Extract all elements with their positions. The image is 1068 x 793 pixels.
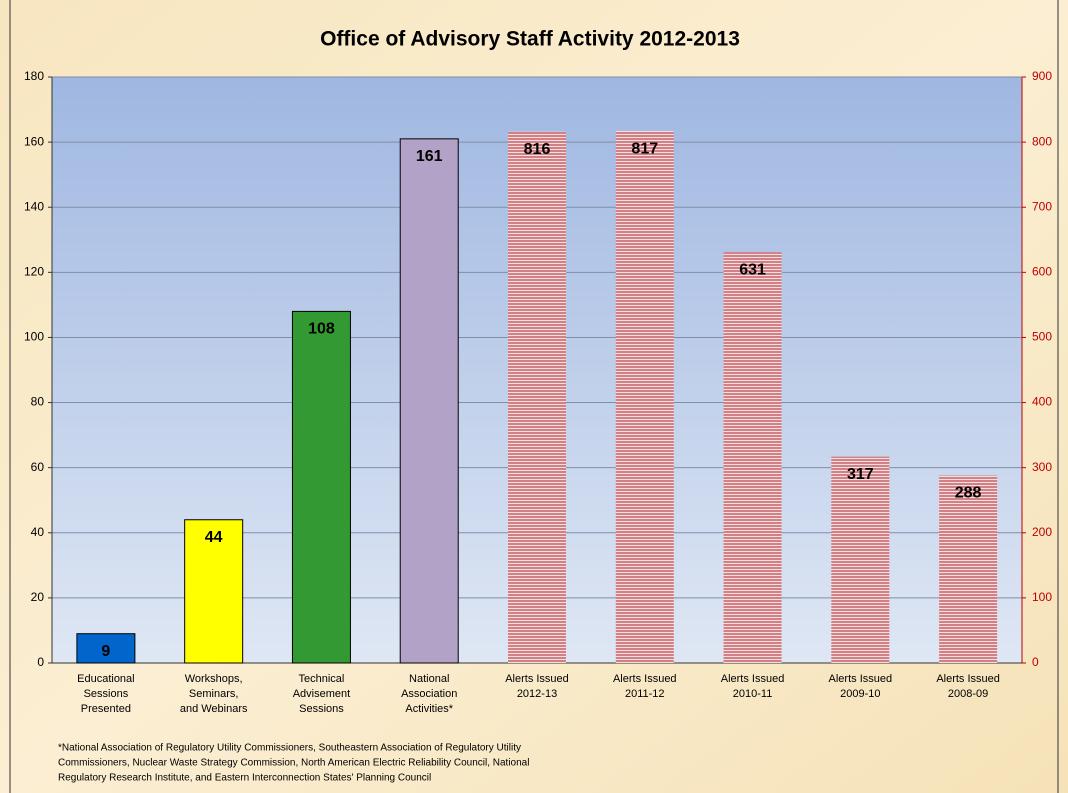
x-tick-line: Workshops, <box>185 673 243 685</box>
bar <box>723 252 782 663</box>
value-label: 631 <box>739 261 766 278</box>
x-tick-line: Seminars, <box>189 688 239 700</box>
bar <box>399 138 459 664</box>
footnote: Regulatory Research Institute, and Easte… <box>58 773 431 784</box>
x-tick-label: Alerts Issued 2009-10 <box>829 673 893 700</box>
x-tick-line: Alerts Issued <box>936 673 1000 685</box>
x-tick-line: Advisement <box>293 688 350 700</box>
x-tick-line: 2011-12 <box>625 688 665 700</box>
y-tick-label: 100 <box>24 330 44 344</box>
y-tick-label: 80 <box>31 395 45 409</box>
x-tick-line: 2009-10 <box>840 688 880 700</box>
bar <box>939 475 998 663</box>
y-tick-label: 140 <box>24 199 44 213</box>
y2-tick-label: 700 <box>1032 199 1052 213</box>
x-tick-label: Educational Sessions Presented <box>77 673 135 715</box>
y2-tick-label: 300 <box>1032 460 1052 474</box>
x-tick-line: Sessions <box>299 703 344 715</box>
bar <box>831 456 890 663</box>
bar <box>184 519 244 664</box>
x-tick-label: Workshops, Seminars, and Webinars <box>180 673 248 715</box>
x-tick-line: Association <box>401 688 457 700</box>
value-label: 108 <box>308 321 335 338</box>
bar <box>615 131 674 663</box>
value-label: 816 <box>524 141 551 158</box>
x-tick-label: Alerts Issued 2010-11 <box>721 673 785 700</box>
x-tick-label: Alerts Issued 2012-13 <box>505 673 569 700</box>
y2-tick-label: 400 <box>1032 395 1052 409</box>
x-tick-label: Alerts Issued 2008-09 <box>936 673 1000 700</box>
x-tick-label: Technical Advisement Sessions <box>293 673 350 715</box>
x-tick-line: Alerts Issued <box>721 673 785 685</box>
value-label: 9 <box>101 643 110 660</box>
bar <box>76 633 136 664</box>
x-tick-line: Educational <box>77 673 135 685</box>
value-label: 288 <box>955 485 982 502</box>
value-label: 44 <box>205 529 223 546</box>
x-tick-label: Alerts Issued 2011-12 <box>613 673 677 700</box>
x-tick-line: Presented <box>81 703 131 715</box>
value-label: 161 <box>416 148 443 165</box>
x-tick-line: Technical <box>299 673 345 685</box>
value-label: 817 <box>631 140 658 157</box>
x-tick-line: Sessions <box>84 688 129 700</box>
y-tick-label: 120 <box>24 265 44 279</box>
y-tick-label: 60 <box>31 460 45 474</box>
y2-tick-label: 0 <box>1032 655 1039 669</box>
bar <box>508 131 566 663</box>
y2-tick-label: 600 <box>1032 265 1052 279</box>
x-tick-line: 2010-11 <box>733 688 773 700</box>
y-tick-label: 0 <box>37 655 44 669</box>
x-tick-line: and Webinars <box>180 703 248 715</box>
chart-title: Office of Advisory Staff Activity 2012-2… <box>320 28 740 51</box>
footnote: *National Association of Regulatory Util… <box>58 743 521 754</box>
y-tick-label: 180 <box>24 69 44 83</box>
y2-tick-label: 900 <box>1032 69 1052 83</box>
x-tick-line: 2012-13 <box>517 688 557 700</box>
y2-tick-label: 200 <box>1032 525 1052 539</box>
x-tick-line: Alerts Issued <box>613 673 677 685</box>
value-label: 317 <box>847 466 874 483</box>
x-tick-line: 2008-09 <box>948 688 988 700</box>
footnote: Commissioners, Nuclear Waste Strategy Co… <box>58 758 529 769</box>
x-tick-label: National Association Activities* <box>401 673 457 715</box>
y2-tick-label: 800 <box>1032 134 1052 148</box>
x-tick-line: Activities* <box>405 703 453 715</box>
y-tick-label: 40 <box>31 525 45 539</box>
bar <box>291 310 351 664</box>
y-tick-label: 160 <box>24 134 44 148</box>
y2-tick-label: 500 <box>1032 330 1052 344</box>
x-tick-line: Alerts Issued <box>829 673 893 685</box>
y2-tick-label: 100 <box>1032 590 1052 604</box>
y-tick-label: 20 <box>31 590 45 604</box>
x-tick-line: National <box>409 673 449 685</box>
x-tick-line: Alerts Issued <box>505 673 569 685</box>
